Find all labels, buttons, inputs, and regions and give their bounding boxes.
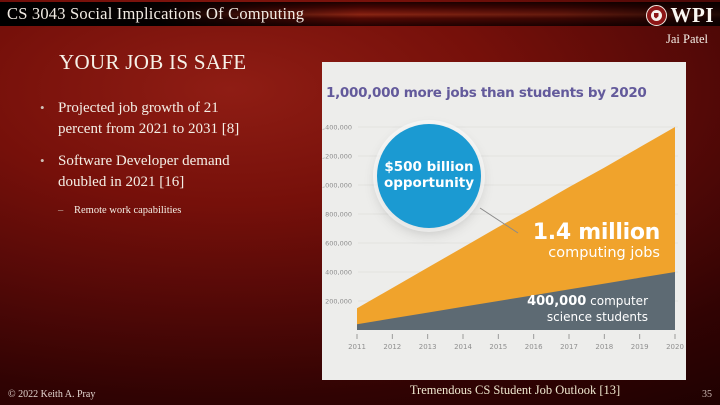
sub-bullet-item: – Remote work capabilities bbox=[58, 205, 325, 216]
students-label: 400,000 computer science students bbox=[527, 294, 648, 324]
bullet-marker: • bbox=[40, 153, 45, 169]
svg-text:2019: 2019 bbox=[631, 343, 649, 351]
bubble-line1: $500 billion bbox=[384, 159, 474, 176]
jobs-caption: computing jobs bbox=[548, 245, 660, 261]
svg-text:800,000: 800,000 bbox=[325, 210, 352, 218]
computing-jobs-label: 1.4 million computing jobs bbox=[532, 220, 661, 262]
svg-text:2012: 2012 bbox=[383, 343, 401, 351]
chart-plot: 200,000 400,000 600,000 800,000 1,000,000 1,2… bbox=[322, 123, 684, 351]
jobs-chart: 200,000 400,000 600,000 800,000 1,000,000 1,2… bbox=[322, 62, 686, 380]
svg-text:2018: 2018 bbox=[595, 343, 613, 351]
svg-text:2020: 2020 bbox=[666, 343, 684, 351]
opportunity-bubble: $500 billion opportunity bbox=[377, 124, 481, 228]
svg-text:1,000,000: 1,000,000 bbox=[322, 181, 352, 189]
svg-text:2013: 2013 bbox=[419, 343, 437, 351]
copyright-text: © 2022 Keith A. Pray bbox=[8, 389, 96, 400]
bubble-line2: opportunity bbox=[383, 175, 475, 191]
svg-text:200,000: 200,000 bbox=[325, 297, 352, 305]
slide-title: YOUR JOB IS SAFE bbox=[59, 50, 247, 74]
students-line2: science students bbox=[546, 309, 648, 324]
svg-text:1,400,000: 1,400,000 bbox=[322, 123, 352, 131]
course-title: CS 3043 Social Implications Of Computing bbox=[7, 4, 305, 23]
bullet-item: • Software Developer demand doubled in 2… bbox=[40, 151, 325, 192]
bullet-text: Software Developer demand doubled in 202… bbox=[58, 153, 230, 191]
students-rest: computer bbox=[586, 294, 648, 308]
header-bar: CS 3043 Social Implications Of Computing bbox=[0, 2, 720, 26]
bullet-marker: • bbox=[40, 100, 45, 115]
sub-bullet-marker: – bbox=[58, 204, 64, 216]
sub-bullet-text: Remote work capabilities bbox=[74, 204, 182, 216]
bullet-item: • Projected job growth of 21 percent fro… bbox=[40, 98, 325, 139]
wpi-logo-text: WPI bbox=[670, 3, 714, 27]
svg-text:2016: 2016 bbox=[525, 343, 543, 351]
svg-text:400,000: 400,000 bbox=[325, 268, 352, 276]
bullet-list: • Projected job growth of 21 percent fro… bbox=[40, 98, 325, 216]
bullet-text: Projected job growth of 21 percent from … bbox=[58, 100, 240, 137]
svg-text:2011: 2011 bbox=[348, 343, 366, 351]
svg-text:2017: 2017 bbox=[560, 343, 578, 351]
chart-title: 1,000,000 more jobs than students by 202… bbox=[326, 85, 647, 101]
source-caption: Tremendous CS Student Job Outlook [13] bbox=[409, 383, 621, 397]
jobs-value: 1.4 million bbox=[532, 220, 661, 245]
author-name: Jai Patel bbox=[665, 32, 708, 46]
svg-text:1,200,000: 1,200,000 bbox=[322, 152, 352, 160]
wpi-logo: WPI bbox=[645, 3, 715, 28]
students-value: 400,000 bbox=[527, 294, 587, 309]
svg-text:2014: 2014 bbox=[454, 343, 472, 351]
page-number: 35 bbox=[702, 389, 712, 400]
svg-text:2015: 2015 bbox=[489, 343, 507, 351]
svg-text:600,000: 600,000 bbox=[325, 239, 352, 247]
wpi-seal-icon bbox=[645, 5, 667, 26]
